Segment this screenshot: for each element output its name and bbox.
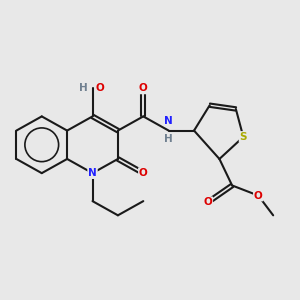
Text: O: O <box>139 83 148 93</box>
Text: O: O <box>254 190 262 200</box>
Text: O: O <box>139 168 148 178</box>
Text: N: N <box>88 168 97 178</box>
Text: O: O <box>203 197 212 207</box>
Text: H: H <box>164 134 173 144</box>
Text: H: H <box>79 83 88 93</box>
Text: O: O <box>95 83 104 93</box>
Text: S: S <box>240 132 247 142</box>
Text: N: N <box>164 116 173 126</box>
